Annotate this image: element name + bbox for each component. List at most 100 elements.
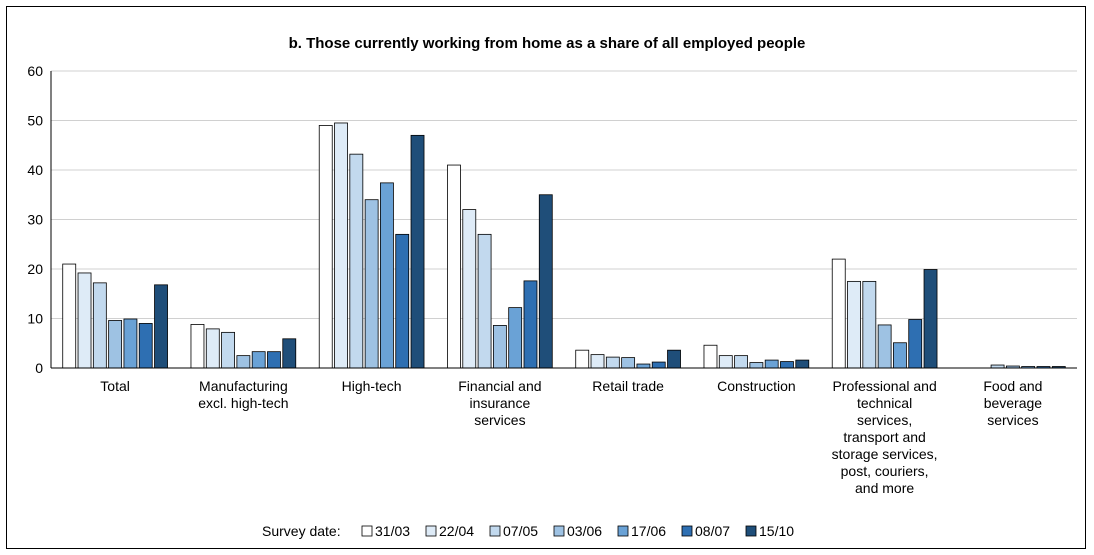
bar: [138, 323, 153, 369]
x-category-label: Construction: [717, 378, 796, 394]
series-07-05: [92, 153, 1005, 369]
bar: [575, 349, 590, 369]
bar: [651, 361, 666, 369]
bar: [77, 272, 92, 369]
x-category-label-line: Professional and: [832, 378, 936, 394]
legend-label: 15/10: [759, 523, 794, 539]
x-category-label-line: excl. high-tech: [198, 395, 288, 411]
x-category-label: Retail trade: [592, 378, 664, 394]
bar: [282, 338, 297, 369]
series-31-03: [62, 125, 846, 369]
bar: [718, 355, 733, 369]
legend: Survey date: 31/03 22/04 07/05 03/06 17/06 08…: [262, 523, 794, 539]
bar: [667, 349, 681, 369]
bar: [190, 324, 205, 369]
chart-frame: b. Those currently working from home as …: [6, 6, 1086, 549]
legend-label: 08/07: [695, 523, 730, 539]
bar: [62, 263, 77, 369]
bar: [410, 134, 425, 369]
x-axis: Total Manufacturing excl. high-tech High-te…: [51, 367, 1077, 496]
bar: [221, 331, 235, 369]
legend-item: 31/03: [361, 523, 410, 539]
legend-swatch: [361, 525, 373, 537]
legend-item: 03/06: [553, 523, 602, 539]
y-tick-label: 40: [27, 162, 43, 178]
x-category-label-line: Food and: [983, 378, 1042, 394]
legend-label: 03/06: [567, 523, 602, 539]
x-category-label-line: storage services,: [832, 446, 938, 462]
y-tick-label: 20: [27, 261, 43, 277]
legend-swatch: [425, 525, 437, 537]
legend-swatch: [617, 525, 629, 537]
bar: [318, 125, 333, 369]
legend-label: 17/06: [631, 523, 666, 539]
bar: [251, 351, 266, 369]
bar: [893, 342, 907, 369]
series-08-07: [138, 233, 1051, 369]
x-category-label-line: Total: [100, 378, 130, 394]
bar: [621, 357, 636, 369]
bar: [236, 355, 251, 369]
x-category-label-line: post, couriers,: [841, 463, 929, 479]
bar: [108, 320, 123, 369]
chart-title: b. Those currently working from home as …: [289, 35, 806, 52]
x-category-label-line: transport and: [843, 429, 926, 445]
bar: [492, 325, 507, 369]
legend-item: 15/10: [745, 523, 794, 539]
y-tick-label: 60: [27, 63, 43, 79]
bar: [847, 280, 861, 369]
series-22-04: [77, 122, 861, 369]
legend-label: 31/03: [375, 523, 410, 539]
bar: [908, 319, 923, 369]
y-tick-label: 0: [35, 360, 43, 376]
bar: [205, 328, 220, 369]
x-category-label-line: services,: [857, 412, 912, 428]
series-15-10: [154, 134, 1066, 369]
gridlines: [51, 70, 1077, 319]
bar: [636, 363, 651, 369]
bar: [123, 318, 138, 369]
bar: [923, 269, 938, 369]
y-tick-label: 50: [27, 113, 43, 129]
bar: [92, 282, 107, 369]
legend-swatch: [681, 525, 693, 537]
legend-swatch: [745, 525, 757, 537]
bar: [364, 199, 379, 369]
x-category-label: High-tech: [342, 378, 402, 394]
x-category-label-line: services: [987, 412, 1038, 428]
x-category-label-line: Manufacturing: [199, 378, 288, 394]
bar: [447, 164, 461, 369]
bar: [764, 359, 779, 369]
x-category-label-line: and more: [855, 480, 914, 496]
chart-svg: b. Those currently working from home as …: [27, 35, 1077, 539]
legend-label: 07/05: [503, 523, 538, 539]
bar: [477, 233, 492, 369]
bar: [795, 359, 810, 369]
bar: [734, 355, 748, 369]
x-category-label: Financial and insurance services: [458, 378, 541, 428]
bar: [749, 362, 764, 369]
x-category-label: Professional and technical services, transp…: [832, 378, 938, 496]
bar: [380, 182, 394, 369]
legend-label: 22/04: [439, 523, 474, 539]
bar: [877, 324, 892, 369]
bar: [395, 233, 410, 369]
y-axis: 0 10 20 30 40 50 60: [27, 63, 52, 376]
x-category-label-line: Retail trade: [592, 378, 664, 394]
bar: [334, 122, 348, 369]
x-category-label-line: Financial and: [458, 378, 541, 394]
bar: [462, 209, 477, 369]
legend-item: 17/06: [617, 523, 666, 539]
bar: [154, 284, 168, 369]
legend-item: 22/04: [425, 523, 474, 539]
legend-swatch: [553, 525, 565, 537]
x-category-label-line: technical: [857, 395, 912, 411]
bar: [538, 194, 553, 369]
y-tick-label: 10: [27, 311, 43, 327]
bar: [703, 344, 718, 369]
x-category-label-line: insurance: [470, 395, 531, 411]
legend-item: 07/05: [489, 523, 538, 539]
x-category-label-line: High-tech: [342, 378, 402, 394]
legend-swatch: [489, 525, 501, 537]
x-category-label: Total: [100, 378, 130, 394]
